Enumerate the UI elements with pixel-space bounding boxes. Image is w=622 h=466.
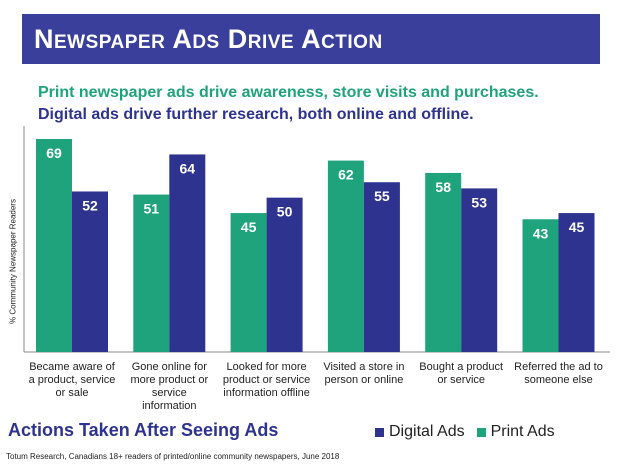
data-label-digital-ads-0: 52 [82,197,98,213]
title-banner: Newspaper Ads Drive Action [22,14,600,64]
legend-label-digital: Digital Ads [389,423,465,440]
data-label-print-ads-0: 69 [46,145,62,161]
bar-digital-ads-1 [169,154,206,352]
bar-digital-ads-2 [266,197,303,352]
data-label-print-ads-1: 51 [144,201,160,217]
legend-item-print: Print Ads [476,423,555,441]
data-label-digital-ads-4: 53 [471,194,487,210]
legend-swatch-print [476,427,486,437]
bar-digital-ads-3 [363,182,400,352]
category-label-3-0: Visited a store in [323,361,404,373]
source-note: Totum Research, Canadians 18+ readers of… [6,452,340,461]
bar-digital-ads-4 [461,188,498,352]
data-label-print-ads-5: 43 [533,225,549,241]
page-title: Newspaper Ads Drive Action [34,24,383,54]
category-label-1-2: service [152,387,187,399]
bar-digital-ads-0 [72,191,108,352]
data-label-digital-ads-3: 55 [374,188,390,204]
bar-print-ads-0 [36,139,72,352]
legend-label-print: Print Ads [490,423,555,440]
data-label-digital-ads-5: 45 [569,219,585,235]
bar-print-ads-4 [425,172,462,352]
category-label-0-2: or sale [55,387,88,399]
bar-print-ads-3 [327,160,364,352]
print-subtitle: Print newspaper ads drive awareness, sto… [38,84,539,101]
bar-print-ads-1 [133,194,170,352]
category-label-2-0: Looked for more [227,361,307,373]
category-label-4-1: or service [437,374,485,386]
category-label-0-0: Became aware of [29,361,116,373]
legend-item-digital: Digital Ads [375,423,465,441]
bar-digital-ads-5 [558,213,595,352]
category-label-1-0: Gone online for [132,361,208,373]
category-label-5-1: someone else [524,374,593,386]
bar-print-ads-2 [230,213,267,352]
category-label-1-3: information [142,400,196,412]
data-label-print-ads-4: 58 [435,179,451,195]
actions-title: Actions Taken After Seeing Ads [8,420,279,440]
category-label-2-1: product or service [223,374,310,386]
category-label-5-0: Referred the ad to [514,361,603,373]
category-label-2-2: information offline [223,387,310,399]
data-label-print-ads-2: 45 [241,219,257,235]
bar-print-ads-5 [522,219,559,352]
category-label-1-1: more product or [130,374,208,386]
digital-subtitle: Digital ads drive further research, both… [38,106,474,123]
data-label-digital-ads-1: 64 [180,160,196,176]
legend: Digital Ads Print Ads [375,423,567,441]
category-label-0-1: a product, service [29,374,116,386]
data-label-digital-ads-2: 50 [277,204,293,220]
legend-swatch-digital [375,427,384,437]
data-label-print-ads-3: 62 [338,167,354,183]
category-label-4-0: Bought a product [419,361,503,373]
category-label-3-1: person or online [324,374,403,386]
